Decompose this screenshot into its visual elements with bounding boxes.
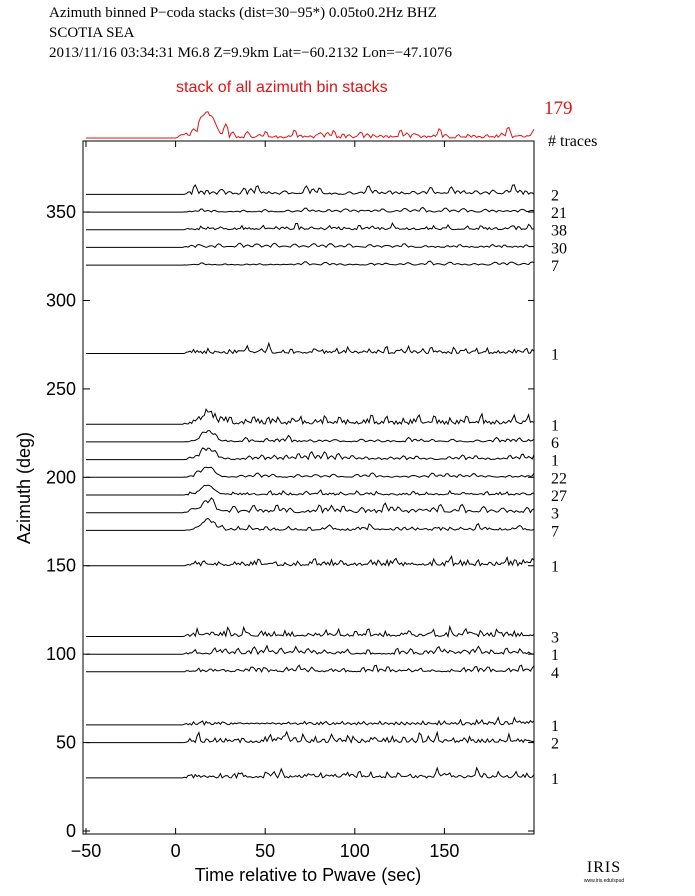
azimuth-trace-200 (86, 466, 535, 478)
azimuth-trace-210 (86, 447, 535, 461)
stack-label: stack of all azimuth bin stacks (176, 79, 388, 96)
trace-count-230: 1 (551, 417, 559, 434)
azimuth-trace-50 (86, 730, 535, 744)
trace-count-110: 3 (551, 629, 559, 646)
trace-count-60: 1 (551, 718, 559, 735)
trace-count-190: 27 (551, 488, 567, 505)
x-axis-title: Time relative to Pwave (sec) (195, 865, 421, 885)
azimuth-trace-90 (86, 664, 535, 673)
azimuth-trace-330 (86, 242, 535, 249)
iris-logo-text: IRIS (587, 859, 621, 876)
y-tick-label: 250 (46, 379, 76, 399)
header-title: Azimuth binned P−coda stacks (dist=30−95… (49, 5, 437, 21)
azimuth-trace-150 (86, 555, 535, 567)
y-tick-label: 100 (46, 644, 76, 664)
stack-of-all-trace (86, 111, 535, 139)
traces-header: # traces (548, 133, 597, 150)
trace-count-170: 7 (551, 523, 559, 540)
x-tick-label: 100 (340, 841, 370, 861)
x-axis: −50 0 50 100 150 (71, 141, 459, 861)
trace-count-320: 7 (551, 258, 559, 275)
y-axis: 0 50 100 150 200 250 300 350 (46, 202, 534, 841)
azimuth-trace-320 (86, 260, 535, 266)
plot-frame (82, 140, 535, 835)
x-tick-label: 50 (255, 841, 275, 861)
iris-logo-url: www.iris.edu/spud (584, 878, 625, 884)
header-region: SCOTIA SEA (49, 25, 135, 41)
azimuth-trace-220 (86, 430, 535, 443)
trace-count-210: 1 (551, 453, 559, 470)
azimuth-trace-190 (86, 484, 535, 496)
azimuth-trace-340 (86, 221, 535, 231)
trace-count-220: 6 (551, 435, 559, 452)
trace-count-200: 22 (551, 470, 567, 487)
stack-count: 179 (544, 98, 573, 119)
trace-count-270: 1 (551, 347, 559, 364)
header-event-info: 2013/11/16 03:34:31 M6.8 Z=9.9km Lat=−60… (49, 45, 452, 61)
trace-count-50: 2 (551, 736, 559, 753)
azimuth-trace-360 (86, 184, 535, 196)
x-tick-label: 0 (171, 841, 181, 861)
y-tick-label: 50 (56, 733, 76, 753)
trace-count-330: 30 (551, 240, 567, 257)
iris-logo: IRIS www.iris.edu/spud (584, 859, 625, 884)
trace-count-350: 21 (551, 205, 567, 222)
azimuth-trace-180 (86, 497, 535, 514)
azimuth-trace-60 (86, 716, 535, 726)
trace-count-100: 1 (551, 647, 559, 664)
azimuth-traces (86, 184, 535, 780)
azimuth-trace-30 (86, 766, 535, 780)
trace-count-90: 4 (551, 665, 559, 682)
trace-count-30: 1 (551, 771, 559, 788)
y-tick-label: 200 (46, 467, 76, 487)
y-tick-label: 350 (46, 202, 76, 222)
y-tick-label: 300 (46, 290, 76, 310)
trace-count-150: 1 (551, 559, 559, 576)
x-tick-label: 150 (429, 841, 459, 861)
y-tick-label: 0 (66, 821, 76, 841)
azimuth-trace-170 (86, 517, 535, 532)
azimuth-trace-350 (86, 206, 535, 213)
azimuth-trace-100 (86, 644, 535, 656)
trace-count-340: 38 (551, 223, 567, 240)
trace-count-180: 3 (551, 506, 559, 523)
x-tick-label: −50 (71, 841, 102, 861)
azimuth-trace-110 (86, 624, 535, 638)
azimuth-trace-270 (86, 341, 535, 355)
y-axis-title: Azimuth (deg) (14, 432, 34, 544)
azimuth-trace-230 (86, 407, 535, 426)
trace-count-360: 2 (551, 187, 559, 204)
y-tick-label: 150 (46, 556, 76, 576)
